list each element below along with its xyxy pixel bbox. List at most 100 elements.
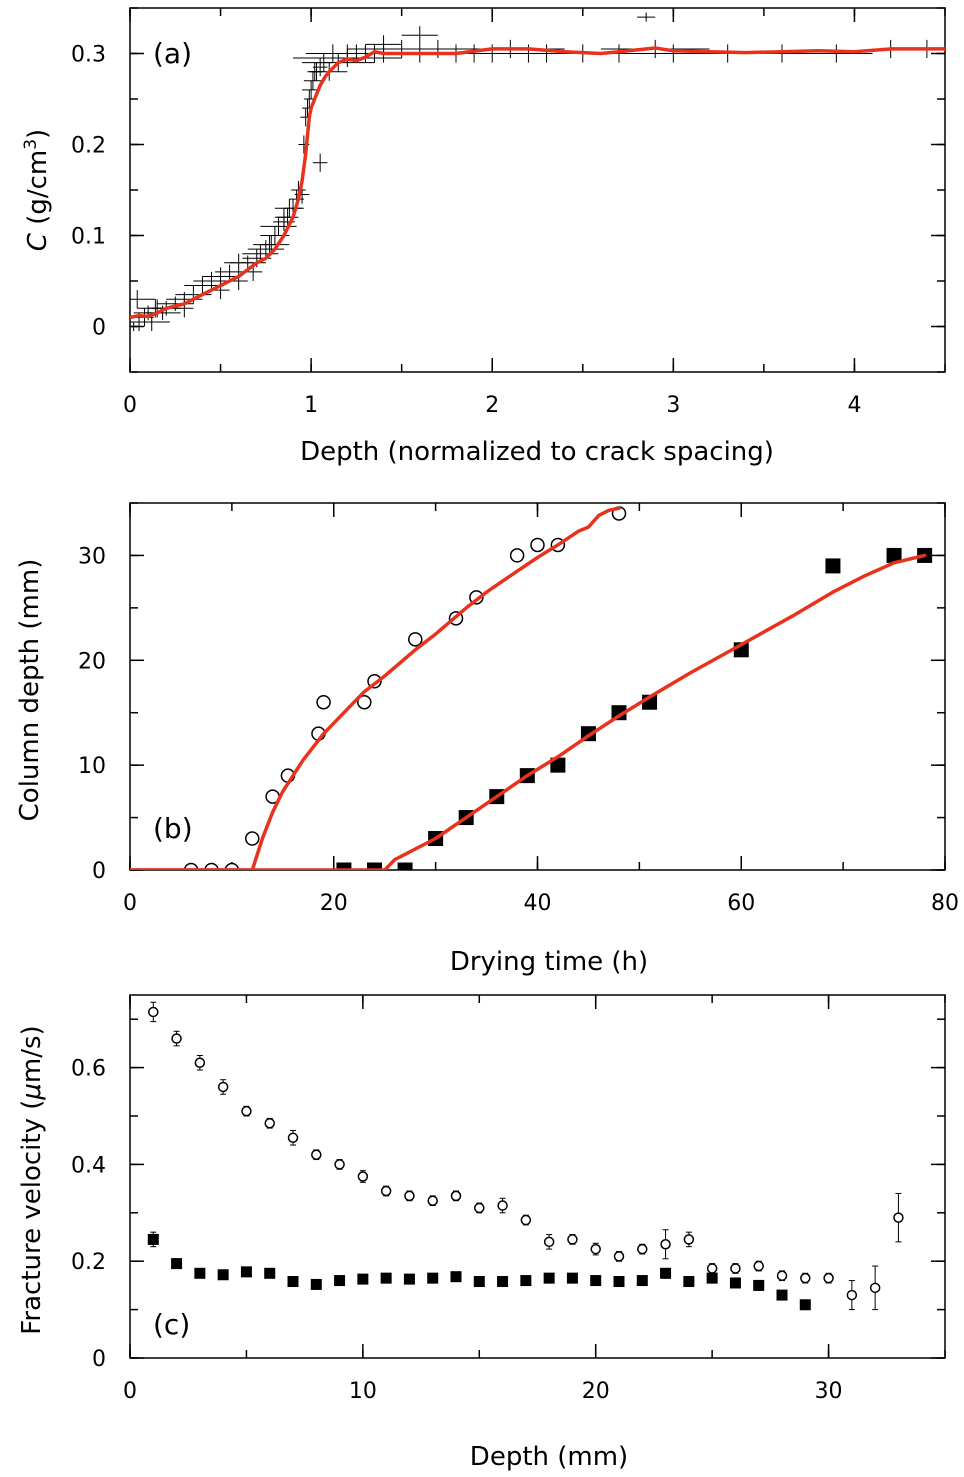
filled-square-point xyxy=(357,1273,369,1285)
x-tick-label: 0 xyxy=(123,393,137,418)
y-tick-label: 0.4 xyxy=(71,1153,106,1178)
open-circle-point xyxy=(380,1185,392,1197)
panel-c-ylabel-mu: μ xyxy=(17,1083,47,1101)
fit-curve xyxy=(130,506,621,870)
filled-square-point xyxy=(520,1275,532,1287)
panel-c-plot-area xyxy=(147,1001,904,1311)
x-tick-label: 4 xyxy=(847,393,861,418)
fit-curve xyxy=(130,46,945,320)
y-tick-label: 10 xyxy=(78,754,106,779)
x-tick-label: 30 xyxy=(815,1379,843,1404)
open-circle-point xyxy=(706,1263,718,1274)
panel-b-ticks: 0 20 40 60 80 0 10 20 30 xyxy=(78,502,959,916)
y-tick-label: 0 xyxy=(92,316,106,341)
panel-a-ylabel-unit: (g/cm xyxy=(23,150,53,233)
filled-square-point xyxy=(825,558,841,574)
open-circle-point xyxy=(245,831,260,846)
open-circle-point xyxy=(404,1190,415,1202)
filled-square-point xyxy=(217,1269,229,1281)
open-circle-point xyxy=(264,1118,275,1129)
filled-square-point xyxy=(473,1276,485,1288)
open-circle-point xyxy=(509,548,525,563)
filled-square-point xyxy=(497,1276,509,1288)
open-circle-point xyxy=(520,1214,532,1226)
open-circle-point xyxy=(730,1263,741,1274)
open-circle-point xyxy=(427,1195,438,1206)
y-tick-label: 0.2 xyxy=(71,1250,106,1275)
y-tick-label: 0.1 xyxy=(71,225,106,250)
open-circle-point xyxy=(311,1149,322,1160)
x-tick-label: 2 xyxy=(485,393,499,418)
filled-square-point xyxy=(334,1275,346,1287)
panel-c-frame xyxy=(129,994,946,1359)
open-circle-point xyxy=(567,1234,578,1245)
open-circle-point xyxy=(846,1289,858,1301)
filled-square-point xyxy=(264,1267,276,1279)
filled-square-point xyxy=(397,862,413,870)
open-circle-point xyxy=(683,1234,695,1245)
filled-square-point xyxy=(636,1275,648,1287)
panel-c-label: (c) xyxy=(153,1308,190,1341)
filled-square-point xyxy=(240,1266,252,1278)
x-tick-label: 0 xyxy=(123,1379,137,1404)
panel-b-ylabel: Column depth (mm) xyxy=(15,559,45,822)
panel-c-ticks: 0 10 20 30 0 0.2 0.4 0.6 xyxy=(71,995,946,1404)
panel-a-ylabel-sup: 3 xyxy=(21,139,41,150)
filled-square-point xyxy=(380,1272,392,1284)
x-tick-label: 10 xyxy=(349,1379,377,1404)
filled-square-point xyxy=(613,1276,625,1288)
open-circle-point xyxy=(800,1272,811,1284)
panel-b-plot-area xyxy=(130,506,933,870)
y-tick-label: 30 xyxy=(78,544,106,569)
panel-a-label: (a) xyxy=(153,37,192,70)
fit-curve xyxy=(130,553,927,870)
filled-square-point xyxy=(403,1273,415,1285)
open-circle-point xyxy=(869,1282,881,1294)
panel-a-frame xyxy=(129,7,946,373)
filled-square-point xyxy=(683,1276,695,1288)
filled-square-point xyxy=(543,1272,555,1284)
x-tick-label: 0 xyxy=(123,891,137,916)
filled-square-point xyxy=(729,1277,741,1289)
y-tick-label: 0.3 xyxy=(71,43,106,68)
panel-b: 0 20 40 60 80 0 10 20 30 (b) Drying time (h) Col… xyxy=(15,502,959,977)
panel-a-ylabel: C (g/cm3) xyxy=(21,129,53,251)
open-circle-point xyxy=(241,1105,252,1117)
open-circle-point xyxy=(474,1202,485,1214)
panel-b-label: (b) xyxy=(153,812,193,845)
y-tick-label: 20 xyxy=(78,649,106,674)
x-tick-label: 40 xyxy=(524,891,552,916)
open-circle-point xyxy=(217,1081,229,1093)
open-circle-point xyxy=(543,1236,555,1248)
y-tick-label: 0.6 xyxy=(71,1057,106,1082)
open-circle-point xyxy=(637,1243,648,1255)
panel-c-xlabel: Depth (mm) xyxy=(470,1442,628,1472)
panel-b-xlabel: Drying time (h) xyxy=(450,947,648,977)
panel-c-ylabel-post: m/s) xyxy=(17,1025,47,1083)
panel-a: 0 1 2 3 4 0 0.1 0.2 0.3 (a) Depth (normalized to… xyxy=(21,7,946,467)
filled-square-point xyxy=(367,862,382,870)
open-circle-point xyxy=(287,1132,299,1144)
filled-square-point xyxy=(427,1272,439,1284)
filled-square-point xyxy=(336,862,352,870)
y-tick-label: 0 xyxy=(92,859,106,884)
filled-square-point xyxy=(171,1258,183,1270)
x-tick-label: 80 xyxy=(931,891,959,916)
filled-square-point xyxy=(776,1289,788,1301)
panel-c-data xyxy=(147,1001,904,1311)
open-circle-point xyxy=(660,1239,671,1250)
filled-square-point xyxy=(194,1267,206,1279)
open-circle-point xyxy=(171,1033,182,1044)
open-circle-point xyxy=(316,694,331,710)
panel-a-plot-area xyxy=(130,12,945,332)
panel-c-ylabel-pre: Fracture velocity ( xyxy=(17,1100,47,1335)
filled-square-point xyxy=(590,1275,602,1287)
panel-a-ylabel-symbol: C xyxy=(23,232,53,251)
panel-c: 0 10 20 30 0 0.2 0.4 0.6 (c) Depth (mm) Fractur… xyxy=(17,994,946,1472)
open-circle-point xyxy=(148,1006,159,1018)
x-tick-label: 1 xyxy=(304,393,318,418)
open-circle-point xyxy=(194,1057,206,1069)
filled-square-point xyxy=(660,1267,672,1279)
x-tick-label: 20 xyxy=(582,1379,610,1404)
